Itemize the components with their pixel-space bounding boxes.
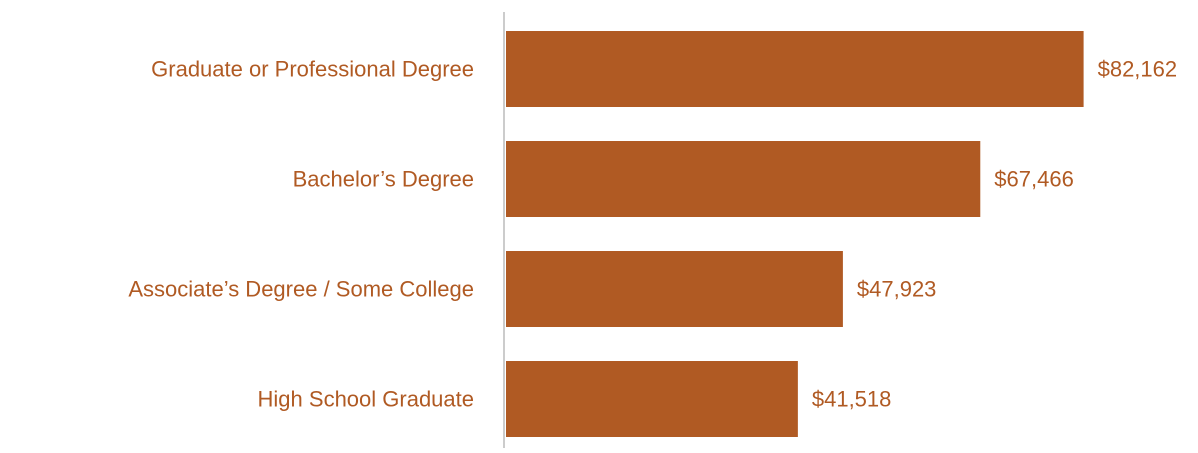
bar [506,141,981,217]
value-label: $41,518 [812,387,892,412]
value-label: $47,923 [857,277,937,302]
bars: Graduate or Professional Degree $82,162 Ba… [128,31,1177,437]
category-label: High School Graduate [258,387,474,412]
value-label: $67,466 [994,167,1074,192]
bar [506,251,843,327]
category-label: Graduate or Professional Degree [151,57,474,82]
bar [506,361,798,437]
value-label: $82,162 [1098,57,1178,82]
category-label: Associate’s Degree / Some College [128,277,474,302]
bar [506,31,1084,107]
category-label: Bachelor’s Degree [293,167,474,192]
